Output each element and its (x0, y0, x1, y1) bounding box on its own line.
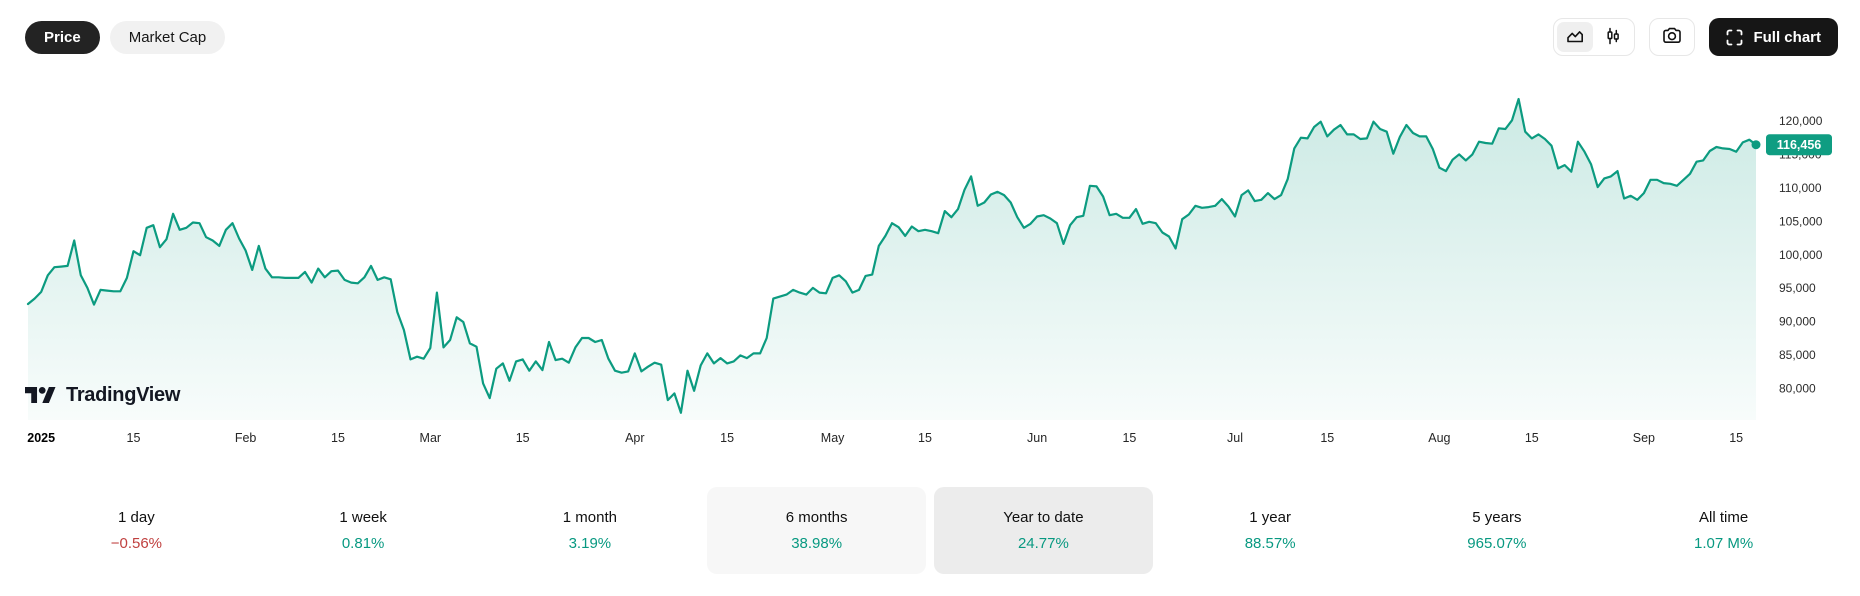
tradingview-logo[interactable]: TradingView (25, 383, 180, 407)
snapshot-button[interactable] (1649, 18, 1696, 56)
x-axis: 2025 15 Feb 15 Mar 15 Apr 15 May 15 Jun 15 Jul 15 Aug 1… (27, 431, 1743, 445)
stat-1-day[interactable]: 1 day −0.56% (27, 487, 246, 574)
chart-style-toggle (1553, 18, 1636, 56)
x-tick-label: 15 (331, 431, 345, 445)
fullscreen-icon (1726, 29, 1743, 46)
area-chart-icon (1565, 26, 1585, 49)
last-price-dot (1751, 140, 1761, 150)
y-tick-label: 85,000 (1779, 348, 1816, 362)
camera-icon (1661, 25, 1683, 50)
x-tick-label: Mar (420, 431, 442, 445)
stat-6-months[interactable]: 6 months 38.98% (707, 487, 926, 574)
stat-value: 38.98% (791, 535, 843, 552)
stat-1-week[interactable]: 1 week 0.81% (254, 487, 473, 574)
view-toggle: Price Market Cap (25, 21, 226, 54)
x-tick-label: Aug (1428, 431, 1450, 445)
stat-value: 0.81% (341, 535, 385, 552)
x-tick-label: Sep (1633, 431, 1655, 445)
candlestick-style-button[interactable] (1595, 22, 1631, 52)
x-tick-label: Feb (235, 431, 257, 445)
stat-1-month[interactable]: 1 month 3.19% (481, 487, 700, 574)
stat-label: 1 day (118, 509, 155, 526)
stat-label: 5 years (1472, 509, 1522, 526)
current-price-badge: 116,456 (1766, 134, 1832, 156)
stat-5-years[interactable]: 5 years 965.07% (1388, 487, 1607, 574)
price-chart[interactable]: 120,000115,000110,000105,000100,00095,00… (0, 0, 1860, 470)
y-axis: 120,000115,000110,000105,000100,00095,00… (1779, 114, 1823, 395)
stat-label: 6 months (785, 509, 848, 526)
area-chart-style-button[interactable] (1557, 22, 1594, 52)
candlestick-icon (1603, 26, 1623, 49)
x-tick-label: May (821, 431, 845, 445)
y-tick-label: 95,000 (1779, 281, 1816, 295)
stat-value: 3.19% (568, 535, 612, 552)
stat-all-time[interactable]: All time 1.07 M% (1614, 487, 1833, 574)
stat-year-to-date[interactable]: Year to date 24.77% (934, 487, 1153, 574)
x-tick-label: 15 (918, 431, 932, 445)
y-tick-label: 120,000 (1779, 114, 1823, 128)
chart-controls: Full chart (1553, 18, 1838, 56)
x-tick-label: 15 (516, 431, 530, 445)
stat-label: All time (1699, 509, 1749, 526)
tradingview-logo-icon (25, 383, 58, 407)
stat-value: 24.77% (1017, 535, 1069, 552)
x-tick-label: Apr (625, 431, 644, 445)
x-tick-label: 2025 (27, 431, 55, 445)
stat-value: 965.07% (1467, 535, 1527, 552)
current-price-label: 116,456 (1777, 138, 1822, 152)
price-line (26, 97, 1758, 414)
x-tick-label: 15 (127, 431, 141, 445)
x-tick-label: 15 (720, 431, 734, 445)
stat-1-year[interactable]: 1 year 88.57% (1161, 487, 1380, 574)
x-tick-label: 15 (1320, 431, 1334, 445)
y-tick-label: 110,000 (1779, 181, 1822, 195)
stat-label: 1 year (1249, 509, 1291, 526)
stat-label: 1 month (562, 509, 617, 526)
price-tab[interactable]: Price (25, 21, 100, 54)
x-tick-label: 15 (1729, 431, 1743, 445)
x-tick-label: 15 (1122, 431, 1136, 445)
y-tick-label: 100,000 (1779, 248, 1823, 262)
stat-value: 88.57% (1244, 535, 1296, 552)
stat-value: −0.56% (110, 535, 163, 552)
full-chart-button[interactable]: Full chart (1709, 18, 1838, 56)
stat-label: 1 week (339, 509, 387, 526)
market-cap-tab[interactable]: Market Cap (109, 21, 226, 54)
y-tick-label: 105,000 (1779, 214, 1823, 228)
price-area-fill (28, 99, 1756, 420)
period-stats-row: 1 day −0.56% 1 week 0.81% 1 month 3.19% … (0, 487, 1860, 574)
x-tick-label: 15 (1525, 431, 1539, 445)
tradingview-logo-text: TradingView (66, 383, 181, 406)
stat-label: Year to date (1003, 509, 1084, 526)
full-chart-label: Full chart (1753, 28, 1821, 46)
y-tick-label: 80,000 (1779, 381, 1816, 395)
stat-value: 1.07 M% (1694, 535, 1754, 552)
x-tick-label: Jun (1027, 431, 1047, 445)
x-tick-label: Jul (1227, 431, 1243, 445)
y-tick-label: 90,000 (1779, 315, 1816, 329)
